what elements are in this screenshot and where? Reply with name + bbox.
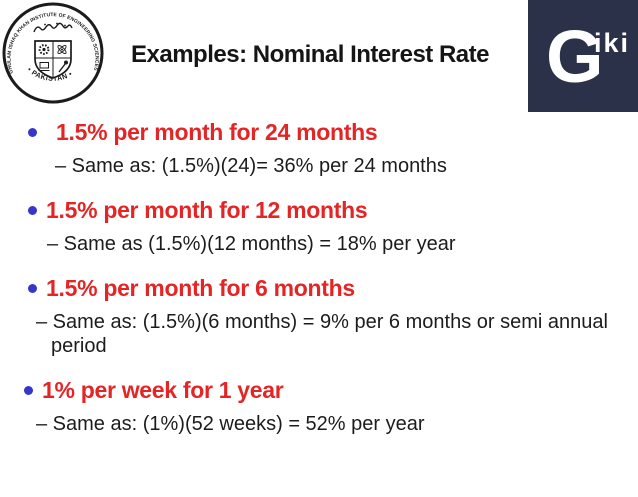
bullet-heading-text: 1.5% per month for 12 months bbox=[46, 197, 368, 223]
atom-icon bbox=[57, 44, 67, 55]
bullet-dot-icon bbox=[24, 386, 33, 395]
bullet-dot-icon bbox=[28, 284, 37, 293]
bullet-heading: 1.5% per month for 24 months bbox=[0, 118, 634, 146]
bullet-heading-text: 1.5% per month for 24 months bbox=[56, 119, 378, 145]
bullet-subtext: – Same as: (1%)(52 weeks) = 52% per year bbox=[36, 413, 425, 435]
bullet-item: 1.5% per month for 24 months – Same as: … bbox=[0, 118, 634, 178]
bullet-heading: 1% per week for 1 year bbox=[0, 376, 634, 404]
institute-seal-icon: GHULAM ISHAQ KHAN INSTITUTE OF ENGINEERI… bbox=[0, 0, 104, 104]
bullet-subtext: – Same as: (1.5%)(6 months) = 9% per 6 m… bbox=[36, 311, 608, 357]
bullet-dot-icon bbox=[28, 206, 37, 215]
bullet-heading-text: 1% per week for 1 year bbox=[42, 377, 284, 403]
computer-icon bbox=[38, 62, 50, 71]
giki-iki-letters: iki bbox=[594, 28, 631, 58]
bullet-dot-icon bbox=[28, 128, 37, 137]
gear-icon bbox=[38, 44, 50, 55]
bullet-item: 1.5% per month for 12 months – Same as (… bbox=[0, 196, 634, 256]
calligraphy-icon bbox=[33, 22, 73, 33]
bullet-heading: 1.5% per month for 6 months bbox=[0, 274, 634, 302]
bullet-subtext: – Same as (1.5%)(12 months) = 18% per ye… bbox=[47, 233, 456, 255]
giki-g-letter: G bbox=[546, 15, 604, 98]
bullet-heading: 1.5% per month for 12 months bbox=[0, 196, 634, 224]
torch-icon bbox=[58, 60, 68, 73]
bullet-heading-text: 1.5% per month for 6 months bbox=[46, 275, 355, 301]
bullet-item: 1% per week for 1 year – Same as: (1%)(5… bbox=[0, 376, 634, 436]
giki-logo: G iki bbox=[528, 0, 638, 112]
institute-seal-logo: GHULAM ISHAQ KHAN INSTITUTE OF ENGINEERI… bbox=[0, 0, 105, 105]
bullet-item: 1.5% per month for 6 months – Same as: (… bbox=[0, 274, 634, 358]
page-title: Examples: Nominal Interest Rate bbox=[131, 41, 489, 68]
bullet-subtext: – Same as: (1.5%)(24)= 36% per 24 months bbox=[55, 155, 447, 177]
bullet-list: 1.5% per month for 24 months – Same as: … bbox=[0, 110, 638, 436]
